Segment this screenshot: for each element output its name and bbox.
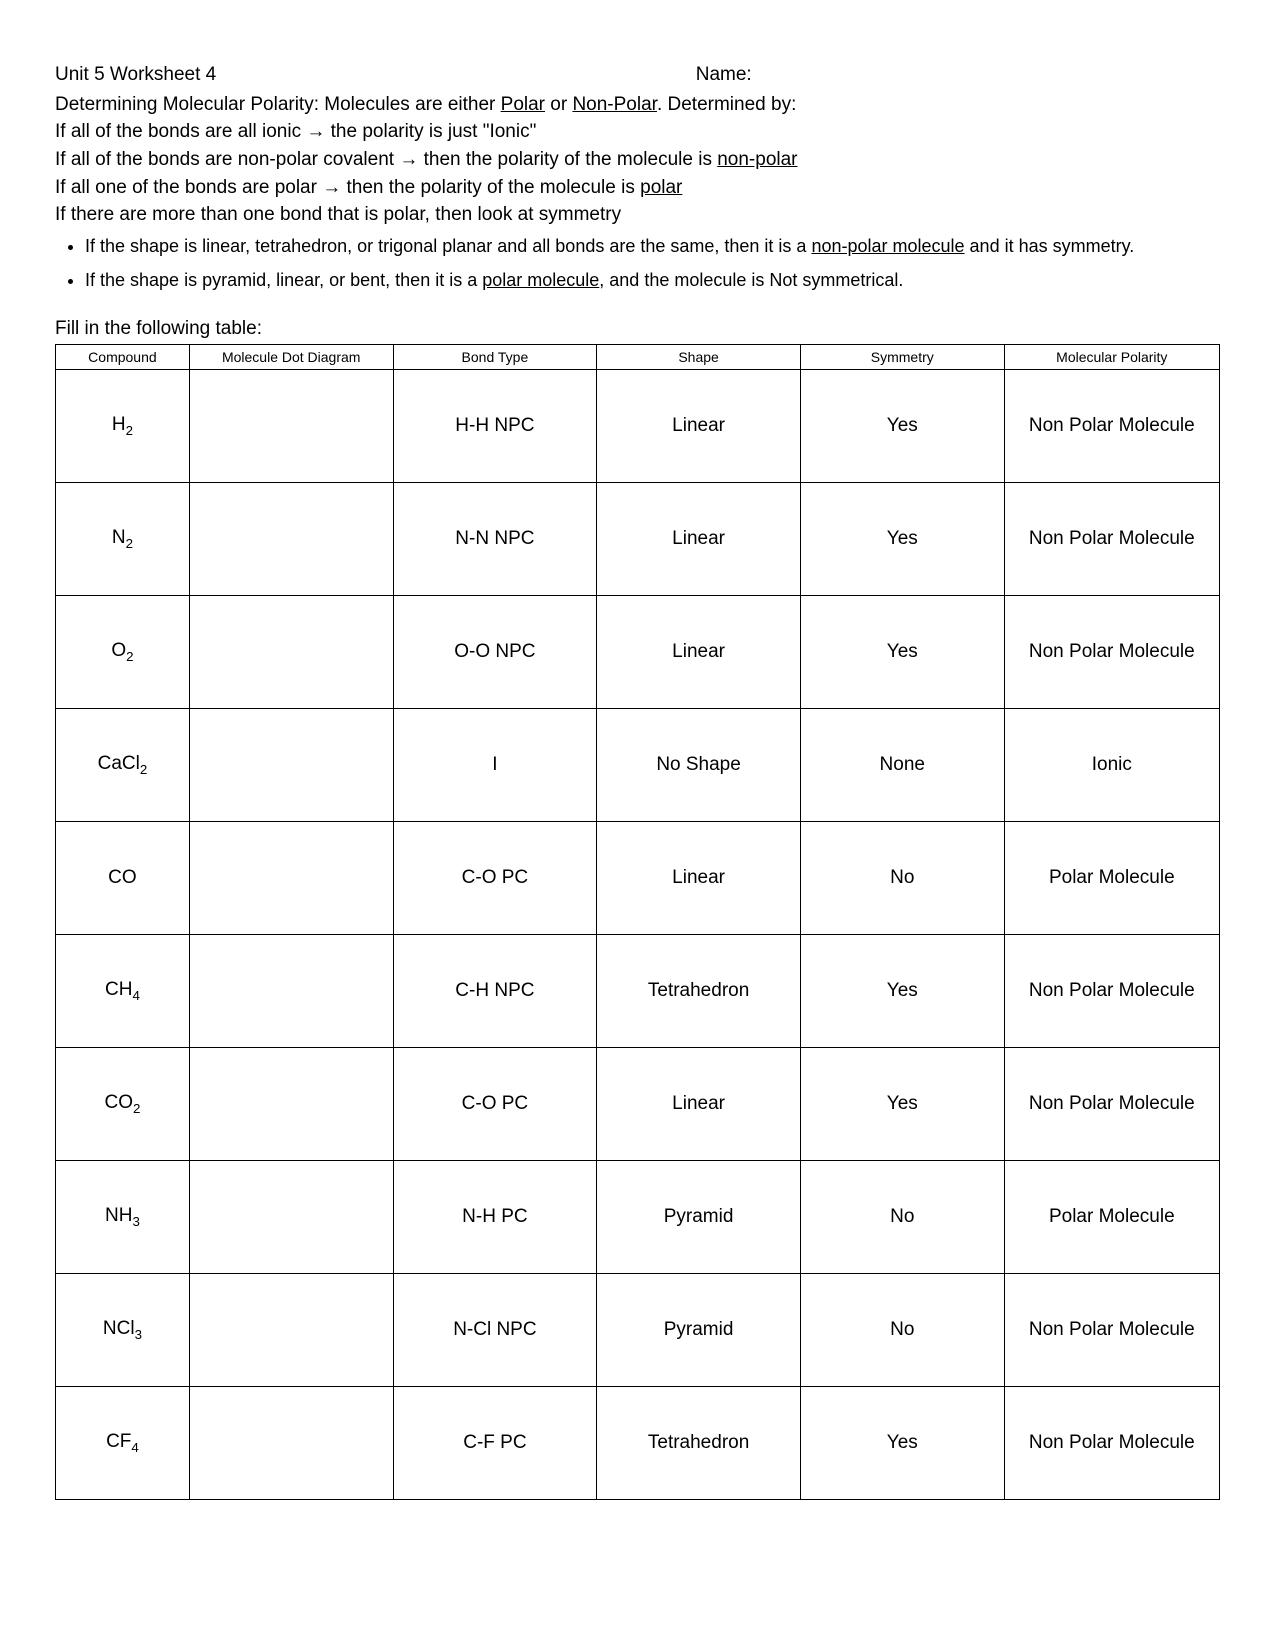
cell-compound: O2 <box>56 596 190 709</box>
cell-dot-diagram <box>189 1048 393 1161</box>
col-bond-type: Bond Type <box>393 345 597 370</box>
cell-bond-type: C-O PC <box>393 1048 597 1161</box>
cell-shape: Linear <box>597 483 801 596</box>
cell-bond-type: O-O NPC <box>393 596 597 709</box>
cell-compound: H2 <box>56 370 190 483</box>
cell-shape: Tetrahedron <box>597 1387 801 1500</box>
col-dot-diagram: Molecule Dot Diagram <box>189 345 393 370</box>
cell-dot-diagram <box>189 935 393 1048</box>
cell-bond-type: H-H NPC <box>393 370 597 483</box>
cell-shape: Linear <box>597 596 801 709</box>
table-row: CH4 C-H NPCTetrahedronYesNon Polar Molecu… <box>56 935 1220 1048</box>
cell-symmetry: No <box>800 1274 1004 1387</box>
cell-symmetry: No <box>800 822 1004 935</box>
intro-bullets: If the shape is linear, tetrahedron, or … <box>85 234 1220 293</box>
table-row: NH3 N-H PCPyramidNoPolar Molecule <box>56 1161 1220 1274</box>
table-header-row: Compound Molecule Dot Diagram Bond Type … <box>56 345 1220 370</box>
cell-shape: Tetrahedron <box>597 935 801 1048</box>
cell-symmetry: Yes <box>800 483 1004 596</box>
col-compound: Compound <box>56 345 190 370</box>
cell-bond-type: N-N NPC <box>393 483 597 596</box>
cell-shape: Linear <box>597 370 801 483</box>
intro-line-4: If all of the bonds are non-polar covale… <box>55 147 1220 173</box>
cell-compound: CH4 <box>56 935 190 1048</box>
cell-bond-type: C-H NPC <box>393 935 597 1048</box>
cell-bond-type: I <box>393 709 597 822</box>
polarity-table: Compound Molecule Dot Diagram Bond Type … <box>55 344 1220 1500</box>
unit-title: Unit 5 Worksheet 4 <box>55 62 696 88</box>
col-symmetry: Symmetry <box>800 345 1004 370</box>
cell-compound: CO2 <box>56 1048 190 1161</box>
cell-bond-type: C-F PC <box>393 1387 597 1500</box>
cell-shape: Pyramid <box>597 1161 801 1274</box>
cell-shape: Pyramid <box>597 1274 801 1387</box>
cell-dot-diagram <box>189 483 393 596</box>
cell-polarity: Polar Molecule <box>1004 822 1219 935</box>
cell-compound: N2 <box>56 483 190 596</box>
name-field-label: Name: <box>696 62 1220 88</box>
cell-symmetry: Yes <box>800 1387 1004 1500</box>
cell-symmetry: None <box>800 709 1004 822</box>
table-row: H2 H-H NPCLinearYesNon Polar Molecule <box>56 370 1220 483</box>
cell-dot-diagram <box>189 1161 393 1274</box>
cell-symmetry: Yes <box>800 935 1004 1048</box>
table-caption: Fill in the following table: <box>55 316 1220 342</box>
table-row: CaCl2 INo ShapeNoneIonic <box>56 709 1220 822</box>
cell-dot-diagram <box>189 709 393 822</box>
cell-symmetry: Yes <box>800 596 1004 709</box>
col-polarity: Molecular Polarity <box>1004 345 1219 370</box>
cell-compound: NH3 <box>56 1161 190 1274</box>
cell-symmetry: No <box>800 1161 1004 1274</box>
table-row: O2 O-O NPCLinearYesNon Polar Molecule <box>56 596 1220 709</box>
table-row: NCl3 N-Cl NPCPyramidNoNon Polar Molecule <box>56 1274 1220 1387</box>
cell-dot-diagram <box>189 1274 393 1387</box>
intro-line-2: Determining Molecular Polarity: Molecule… <box>55 92 1220 118</box>
bullet-1: If the shape is linear, tetrahedron, or … <box>85 234 1220 258</box>
cell-compound: CaCl2 <box>56 709 190 822</box>
table-row: CO C-O PCLinearNoPolar Molecule <box>56 822 1220 935</box>
cell-polarity: Non Polar Molecule <box>1004 483 1219 596</box>
cell-polarity: Non Polar Molecule <box>1004 935 1219 1048</box>
cell-polarity: Non Polar Molecule <box>1004 1048 1219 1161</box>
cell-shape: No Shape <box>597 709 801 822</box>
cell-polarity: Ionic <box>1004 709 1219 822</box>
table-row: N2 N-N NPCLinearYesNon Polar Molecule <box>56 483 1220 596</box>
col-shape: Shape <box>597 345 801 370</box>
cell-bond-type: N-H PC <box>393 1161 597 1274</box>
intro-line-5: If all one of the bonds are polar → then… <box>55 175 1220 201</box>
cell-symmetry: Yes <box>800 370 1004 483</box>
table-row: CO2 C-O PCLinearYesNon Polar Molecule <box>56 1048 1220 1161</box>
intro-line-6: If there are more than one bond that is … <box>55 202 1220 228</box>
cell-dot-diagram <box>189 596 393 709</box>
cell-dot-diagram <box>189 370 393 483</box>
intro-line-3: If all of the bonds are all ionic → the … <box>55 119 1220 145</box>
cell-shape: Linear <box>597 822 801 935</box>
cell-symmetry: Yes <box>800 1048 1004 1161</box>
cell-compound: CO <box>56 822 190 935</box>
worksheet-intro: Unit 5 Worksheet 4 Name: Determining Mol… <box>55 60 1220 292</box>
cell-shape: Linear <box>597 1048 801 1161</box>
cell-dot-diagram <box>189 1387 393 1500</box>
cell-compound: CF4 <box>56 1387 190 1500</box>
cell-bond-type: N-Cl NPC <box>393 1274 597 1387</box>
cell-dot-diagram <box>189 822 393 935</box>
cell-compound: NCl3 <box>56 1274 190 1387</box>
cell-polarity: Non Polar Molecule <box>1004 1387 1219 1500</box>
cell-polarity: Non Polar Molecule <box>1004 1274 1219 1387</box>
table-row: CF4 C-F PCTetrahedronYesNon Polar Molecul… <box>56 1387 1220 1500</box>
cell-polarity: Non Polar Molecule <box>1004 596 1219 709</box>
cell-bond-type: C-O PC <box>393 822 597 935</box>
cell-polarity: Polar Molecule <box>1004 1161 1219 1274</box>
bullet-2: If the shape is pyramid, linear, or bent… <box>85 268 1220 292</box>
cell-polarity: Non Polar Molecule <box>1004 370 1219 483</box>
